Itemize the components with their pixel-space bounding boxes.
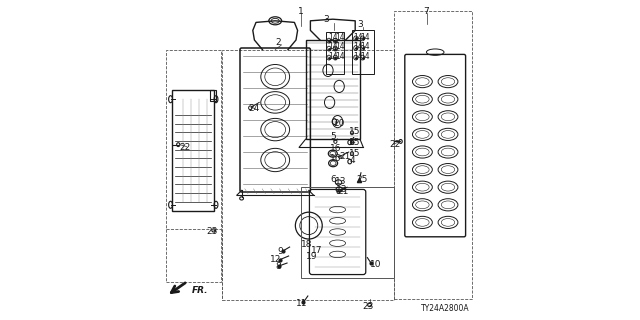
Text: 15: 15 [349,149,360,158]
Bar [301,187,394,278]
Text: 14: 14 [360,52,371,60]
Text: 10: 10 [371,260,381,269]
Text: 18: 18 [301,240,313,249]
Text: 21: 21 [339,152,351,161]
Text: 4: 4 [349,137,355,146]
Text: 11: 11 [296,299,307,308]
Text: 22: 22 [389,140,400,149]
Text: 12: 12 [270,255,282,264]
Text: 16: 16 [330,154,342,163]
Text: 14: 14 [353,42,364,51]
Text: 5: 5 [330,132,335,141]
Bar [394,11,472,299]
Text: 6: 6 [330,175,335,184]
Text: 2: 2 [276,38,281,47]
Text: 3: 3 [357,20,363,28]
Text: 25: 25 [356,175,367,184]
Text: 14: 14 [335,52,345,60]
Text: 16: 16 [330,144,342,153]
Bar [172,90,214,211]
Text: 14: 14 [335,42,345,51]
Text: 14: 14 [360,33,371,42]
Text: 23: 23 [362,302,374,311]
Text: TY24A2800A: TY24A2800A [421,304,470,313]
Text: 22: 22 [179,143,191,152]
Text: 21: 21 [338,188,349,196]
Bar [166,50,221,282]
Text: 9: 9 [277,247,283,256]
Text: 24: 24 [248,104,259,113]
Bar [326,32,344,74]
Text: 1: 1 [298,7,303,16]
Bar [352,30,374,74]
Bar [223,50,394,300]
Text: 14: 14 [335,33,345,42]
Text: 13: 13 [336,185,348,194]
Text: 13: 13 [335,177,346,186]
Text: 14: 14 [328,42,339,51]
Text: 15: 15 [349,138,360,147]
Text: 14: 14 [328,33,339,42]
Text: 17: 17 [311,246,323,255]
Text: 23: 23 [207,228,218,236]
Bar [306,40,360,139]
Text: 14: 14 [328,52,339,60]
Text: 3: 3 [324,15,329,24]
Text: FR.: FR. [192,286,209,295]
Text: 14: 14 [353,52,364,60]
Text: 14: 14 [360,42,371,51]
Bar [210,90,216,101]
Text: 4: 4 [349,156,355,165]
Text: 7: 7 [423,7,428,16]
Text: 8: 8 [275,262,280,271]
Text: 19: 19 [307,252,317,261]
Text: 15: 15 [349,127,360,136]
Text: 14: 14 [353,33,364,42]
Text: 20: 20 [333,119,344,128]
